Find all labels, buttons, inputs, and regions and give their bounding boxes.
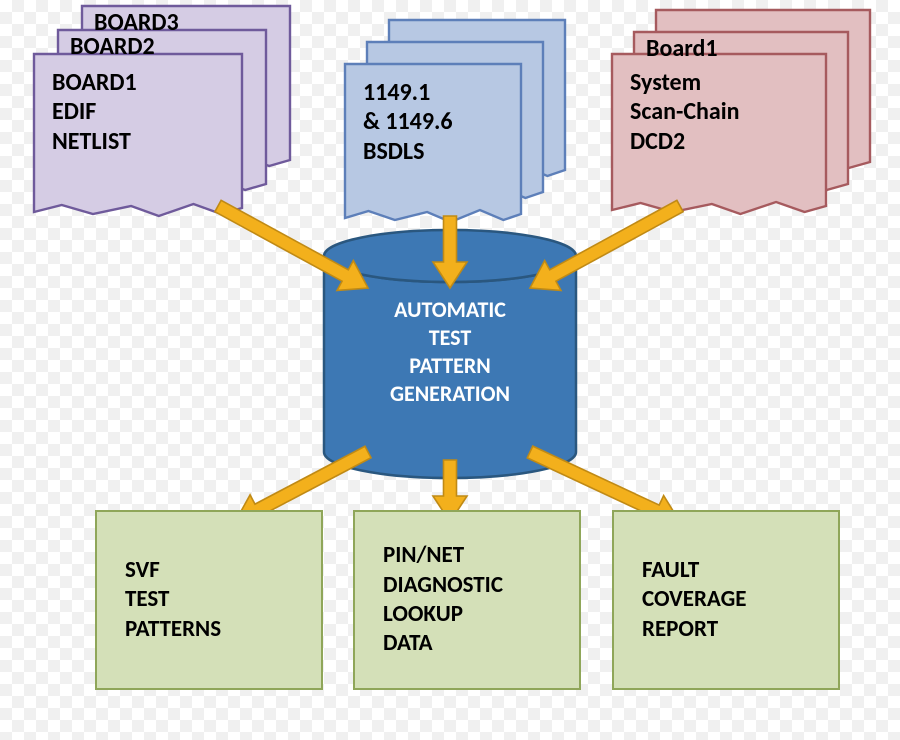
cylinder-line: GENERATION bbox=[324, 380, 576, 408]
output-svf: SVFTESTPATTERNS bbox=[95, 510, 323, 690]
dcd-front-label: System Scan-Chain DCD2 bbox=[630, 68, 740, 156]
output-line: LOOKUP bbox=[383, 600, 579, 629]
cylinder-line: PATTERN bbox=[324, 352, 576, 380]
edif-back-label-1: BOARD2 bbox=[70, 32, 155, 61]
output-line: SVF bbox=[125, 556, 321, 585]
cylinder-line: AUTOMATIC bbox=[324, 296, 576, 324]
output-diagnostic: PIN/NETDIAGNOSTICLOOKUPDATA bbox=[353, 510, 581, 690]
output-line: PATTERNS bbox=[125, 615, 321, 644]
output-line: PIN/NET bbox=[383, 541, 579, 570]
output-line: TEST bbox=[125, 585, 321, 614]
bsdl-front-label: 1149.1 & 1149.6 BSDLS bbox=[363, 78, 453, 166]
output-line: DATA bbox=[383, 629, 579, 658]
output-line: REPORT bbox=[642, 615, 838, 644]
cylinder-line: TEST bbox=[324, 324, 576, 352]
output-line: COVERAGE bbox=[642, 585, 838, 614]
output-fault: FAULTCOVERAGEREPORT bbox=[612, 510, 840, 690]
output-line: DIAGNOSTIC bbox=[383, 571, 579, 600]
edif-front-label: BOARD1 EDIF NETLIST bbox=[52, 68, 137, 156]
cylinder-label: AUTOMATICTESTPATTERNGENERATION bbox=[324, 296, 576, 409]
dcd-back-label-1: Board1 bbox=[646, 34, 717, 63]
output-line: FAULT bbox=[642, 556, 838, 585]
